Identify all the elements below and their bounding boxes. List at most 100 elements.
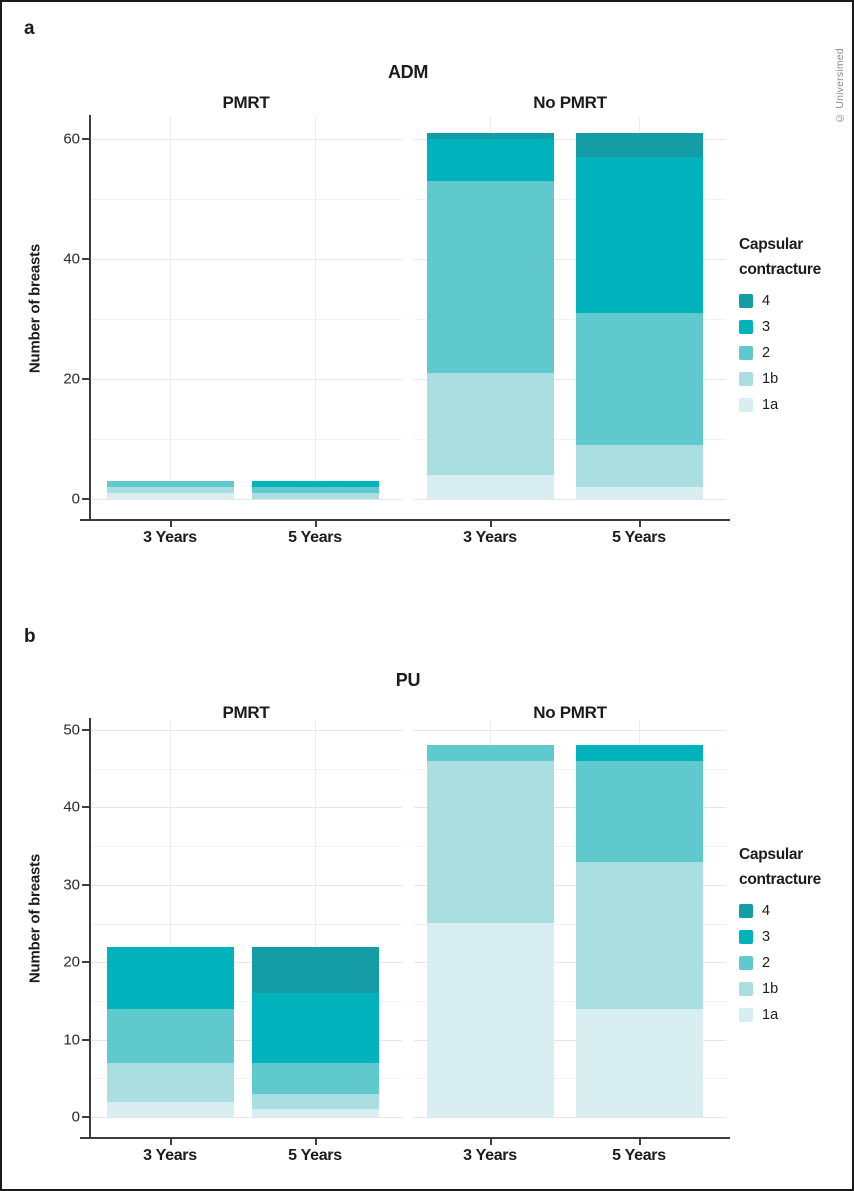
bar-segment-grade-1a (575, 1008, 703, 1117)
bar-segment-grade-2 (106, 481, 234, 487)
legend-swatch-icon (739, 982, 753, 996)
gridline-minor (414, 1000, 726, 1002)
bar-segment-grade-2 (426, 181, 554, 373)
legend-swatch-icon (739, 904, 753, 918)
y-tick-mark (82, 138, 89, 140)
y-tick-label: 20 (63, 370, 80, 388)
legend-item-3: 3 (739, 924, 851, 950)
gridline-major (414, 259, 726, 260)
stacked-bar-no-pmrt-3-years (426, 745, 554, 1117)
x-category-label: 3 Years (463, 1147, 517, 1164)
bar-segment-grade-1b (575, 861, 703, 1009)
gridline-major (90, 730, 402, 731)
y-tick-label: 40 (63, 798, 80, 816)
legend-swatch-icon (739, 398, 753, 412)
x-category-label: 5 Years (288, 529, 342, 546)
bar-segment-grade-2 (106, 1008, 234, 1063)
gridline-minor (90, 1078, 402, 1080)
legend-item-4: 4 (739, 898, 851, 924)
x-tick-mark (315, 1139, 317, 1145)
stacked-bar-pmrt-3-years (106, 481, 234, 499)
y-tick-label: 0 (71, 1108, 80, 1126)
bar-segment-grade-1b (426, 373, 554, 475)
legend-swatch-icon (739, 930, 753, 944)
x-tick-mark (490, 521, 492, 527)
gridline-minor (90, 319, 402, 320)
legend-swatch-icon (739, 956, 753, 970)
gridline-minor (90, 768, 402, 770)
y-tick-label: 40 (63, 250, 80, 268)
x-category-label: 5 Years (612, 1147, 666, 1164)
gridline-major (90, 259, 402, 260)
bar-segment-grade-3 (426, 139, 554, 181)
bar-segment-grade-2 (426, 745, 554, 761)
bar-segment-grade-3 (251, 993, 379, 1063)
y-tick-mark (82, 1116, 89, 1118)
chart-panel-a: a ADM PMRT No PMRT Number of breasts 0 20… (2, 2, 852, 602)
bar-segment-grade-4 (426, 133, 554, 139)
x-tick-mark (639, 521, 641, 527)
bar-segment-grade-1b (251, 1093, 379, 1110)
bar-segment-grade-2 (251, 1062, 379, 1094)
y-tick-label: 0 (71, 490, 80, 508)
chart-title: ADM (387, 62, 429, 82)
x-tick-mark (170, 1139, 172, 1145)
x-category-label: 3 Years (463, 529, 517, 546)
legend-label: 1a (762, 1007, 779, 1023)
gridline-major (90, 884, 402, 886)
gridline-minor (414, 923, 726, 925)
legend-items: 4 3 2 1b 1a (739, 288, 851, 418)
chart-title: PU (395, 670, 421, 690)
bar-segment-grade-1a (426, 475, 554, 499)
stacked-bar-pmrt-5-years (251, 481, 379, 499)
stacked-bar-no-pmrt-5-years (575, 745, 703, 1117)
legend-item-2: 2 (739, 340, 851, 366)
gridline-major (90, 139, 402, 140)
plot-area: 0 10 20 30 40 50 3 Years 5 Years 3 Years 5 Years (2, 602, 852, 1189)
bar-segment-grade-1a (251, 1109, 379, 1117)
x-axis-line (80, 1137, 730, 1139)
gridline-major (414, 962, 726, 964)
gridline-major (414, 807, 726, 809)
x-axis-line (80, 519, 730, 521)
gridline-vertical (170, 117, 171, 499)
legend-label: 4 (762, 903, 771, 919)
gridline-major (414, 379, 726, 380)
x-tick-mark (490, 1139, 492, 1145)
y-axis-line (89, 115, 91, 519)
gridline-minor (90, 199, 402, 200)
bar-segment-grade-3 (575, 745, 703, 761)
y-tick-label: 10 (63, 1031, 80, 1049)
legend-label: 4 (762, 293, 771, 309)
bar-segment-grade-1a (106, 1101, 234, 1117)
bar-segment-grade-1b (106, 487, 234, 493)
stacked-bar-pmrt-5-years (251, 946, 379, 1117)
gridline-minor (414, 319, 726, 320)
legend: Capsular contracture 4 3 2 1b 1a (739, 232, 851, 418)
bar-segment-grade-1a (575, 487, 703, 499)
facet-label-no-pmrt: No PMRT (533, 703, 607, 722)
gridline-vertical (315, 720, 316, 1117)
bar-segment-grade-3 (575, 157, 703, 313)
y-tick-label: 50 (63, 721, 80, 739)
facet-label-pmrt: PMRT (222, 93, 270, 112)
legend-label: 3 (762, 319, 771, 335)
panel-letter: a (24, 18, 35, 39)
legend-title-line1: Capsular (739, 846, 803, 863)
stacked-bar-no-pmrt-5-years (575, 133, 703, 499)
legend-item-2: 2 (739, 950, 851, 976)
x-category-label: 5 Years (612, 529, 666, 546)
x-tick-mark (170, 521, 172, 527)
legend-label: 2 (762, 345, 771, 361)
legend-label: 1a (762, 397, 779, 413)
legend-item-1a: 1a (739, 1002, 851, 1028)
y-tick-label: 20 (63, 953, 80, 971)
stacked-bar-pmrt-3-years (106, 946, 234, 1117)
plot-area: 0 20 40 60 3 Years 5 Years 3 Years 5 Years (2, 2, 852, 602)
gridline-major (90, 807, 402, 809)
gridline-major (90, 962, 402, 964)
legend-swatch-icon (739, 346, 753, 360)
gridline-vertical (170, 720, 171, 1117)
gridline-major (414, 730, 726, 731)
